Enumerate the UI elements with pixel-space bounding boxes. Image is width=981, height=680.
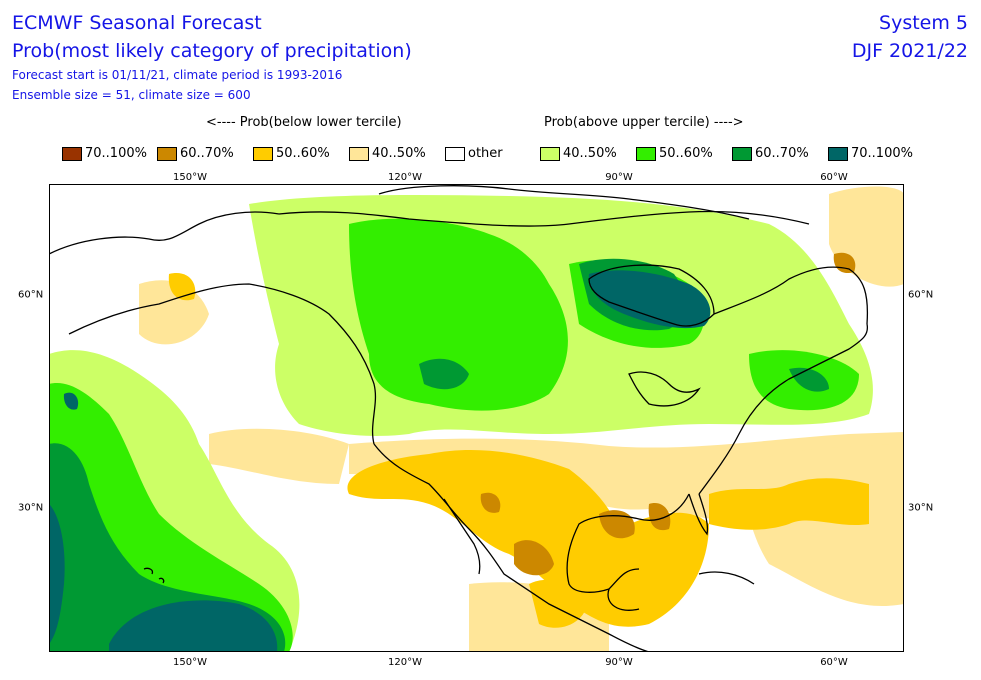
lat-label-left-30n: 30°N (18, 502, 44, 514)
coastline-great-lakes (628, 371, 701, 407)
legend-swatch (253, 146, 273, 161)
legend-swatch (445, 146, 465, 161)
coastline-atlantic (698, 323, 869, 495)
coastline-labrador (713, 266, 869, 325)
lon-label-bottom-90w: 90°W (605, 657, 633, 668)
legend-label: 40..50% (372, 146, 426, 161)
legend-above-header: Prob(above upper tercile) ----> (544, 115, 744, 130)
season-label: DJF 2021/22 (851, 40, 968, 62)
legend-label: 70..100% (85, 146, 147, 161)
legend-swatch (62, 146, 82, 161)
coastline-cuba (698, 571, 755, 585)
legend-item-above-40-50: 40..50% (540, 146, 617, 161)
coastline-alaska-west (49, 211, 280, 255)
legend-item-other: other (445, 146, 503, 161)
legend-below-header: <---- Prob(below lower tercile) (206, 115, 402, 130)
region-above-70-100 (49, 270, 711, 652)
legend-label: 70..100% (851, 146, 913, 161)
legend-item-below-70-100: 70..100% (62, 146, 147, 161)
lon-label-top-150w: 150°W (173, 172, 207, 183)
lon-label-top-60w: 60°W (820, 172, 848, 183)
coastline-baja (443, 498, 481, 575)
legend-item-below-40-50: 40..50% (349, 146, 426, 161)
legend-item-below-60-70: 60..70% (157, 146, 234, 161)
legend-swatch (828, 146, 848, 161)
map-frame (49, 184, 904, 652)
legend-swatch (540, 146, 560, 161)
legend-item-above-70-100: 70..100% (828, 146, 913, 161)
coastline-florida (688, 493, 709, 536)
lat-label-left-60n: 60°N (18, 289, 44, 301)
map-title: ECMWF Seasonal Forecast (12, 12, 262, 34)
lon-label-bottom-150w: 150°W (173, 657, 207, 668)
coastline-arctic-islands (378, 185, 750, 220)
coastline-alaska-south (68, 283, 377, 445)
lat-label-right-60n: 60°N (908, 289, 934, 301)
ensemble-size-info: Ensemble size = 51, climate size = 600 (12, 88, 251, 102)
legend-label: 40..50% (563, 146, 617, 161)
system-label: System 5 (879, 12, 968, 34)
coastline-arctic (278, 210, 810, 227)
legend-swatch (157, 146, 177, 161)
legend-label: 60..70% (180, 146, 234, 161)
probability-map (49, 184, 904, 652)
lon-label-bottom-120w: 120°W (388, 657, 422, 668)
map-subtitle: Prob(most likely category of precipitati… (12, 40, 412, 62)
legend-item-above-60-70: 60..70% (732, 146, 809, 161)
lat-label-right-30n: 30°N (908, 502, 934, 514)
forecast-start-info: Forecast start is 01/11/21, climate peri… (12, 68, 343, 82)
lon-label-top-90w: 90°W (605, 172, 633, 183)
legend-swatch (732, 146, 752, 161)
legend-item-below-50-60: 50..60% (253, 146, 330, 161)
coastline-hawaii (143, 567, 165, 584)
legend-swatch (636, 146, 656, 161)
coastline-gulf-of-mexico (566, 493, 690, 593)
legend-label: 50..60% (659, 146, 713, 161)
lon-label-bottom-60w: 60°W (820, 657, 848, 668)
coastlines (49, 185, 869, 652)
legend-label: other (468, 146, 503, 161)
coastline-hudson-bay (588, 264, 715, 327)
legend-swatch (349, 146, 369, 161)
legend-label: 60..70% (755, 146, 809, 161)
legend-label: 50..60% (276, 146, 330, 161)
lon-label-top-120w: 120°W (388, 172, 422, 183)
coastline-pacific-west (373, 443, 650, 652)
coastline-yucatan (607, 588, 640, 611)
legend-item-above-50-60: 50..60% (636, 146, 713, 161)
